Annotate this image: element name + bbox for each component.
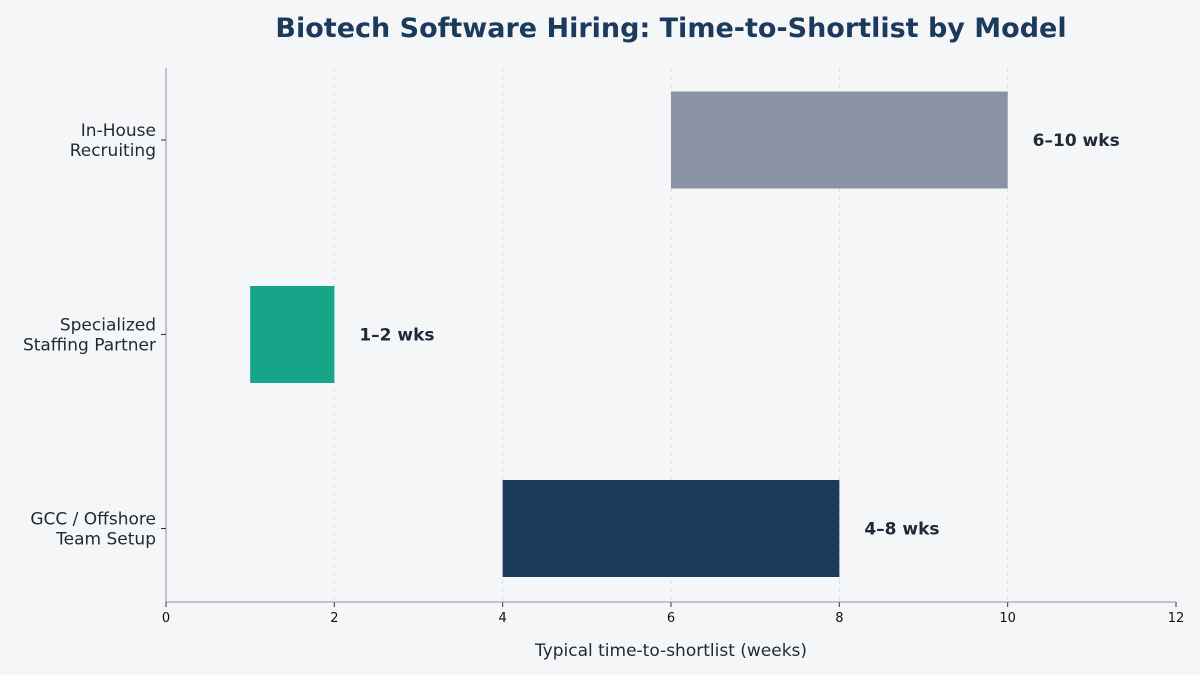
bars	[250, 91, 1008, 577]
category-label-2-line-0: GCC / Offshore	[30, 510, 156, 530]
category-label-1-line-0: Specialized	[60, 316, 156, 336]
bar-2	[502, 480, 840, 577]
data-label-2: 4–8 wks	[864, 520, 939, 540]
chart-title: Biotech Software Hiring: Time-to-Shortli…	[275, 13, 1066, 44]
x-tick-label-6: 6	[667, 611, 675, 626]
category-label-2-line-1: Team Setup	[55, 530, 156, 550]
x-tick-label-8: 8	[835, 611, 843, 626]
x-tick-label-2: 2	[330, 611, 338, 626]
category-label-1-line-1: Staffing Partner	[23, 336, 156, 356]
bar-0	[671, 91, 1008, 189]
x-tick-label-4: 4	[499, 611, 507, 626]
x-tick-label-0: 0	[162, 611, 170, 626]
x-tick-labels: 0 2 4 6 8 10 12	[162, 611, 1184, 626]
x-tick-label-10: 10	[999, 611, 1016, 626]
x-axis-label: Typical time-to-shortlist (weeks)	[534, 641, 807, 661]
data-label-0: 6–10 wks	[1033, 131, 1120, 151]
category-label-0-line-1: Recruiting	[70, 141, 156, 161]
axes	[161, 68, 1177, 607]
x-tick-label-12: 12	[1168, 611, 1185, 626]
bar-1	[250, 286, 335, 383]
data-labels: 6–10 wks 1–2 wks 4–8 wks	[359, 131, 1119, 540]
category-label-0-line-0: In-House	[81, 121, 156, 141]
data-label-1: 1–2 wks	[359, 326, 434, 346]
